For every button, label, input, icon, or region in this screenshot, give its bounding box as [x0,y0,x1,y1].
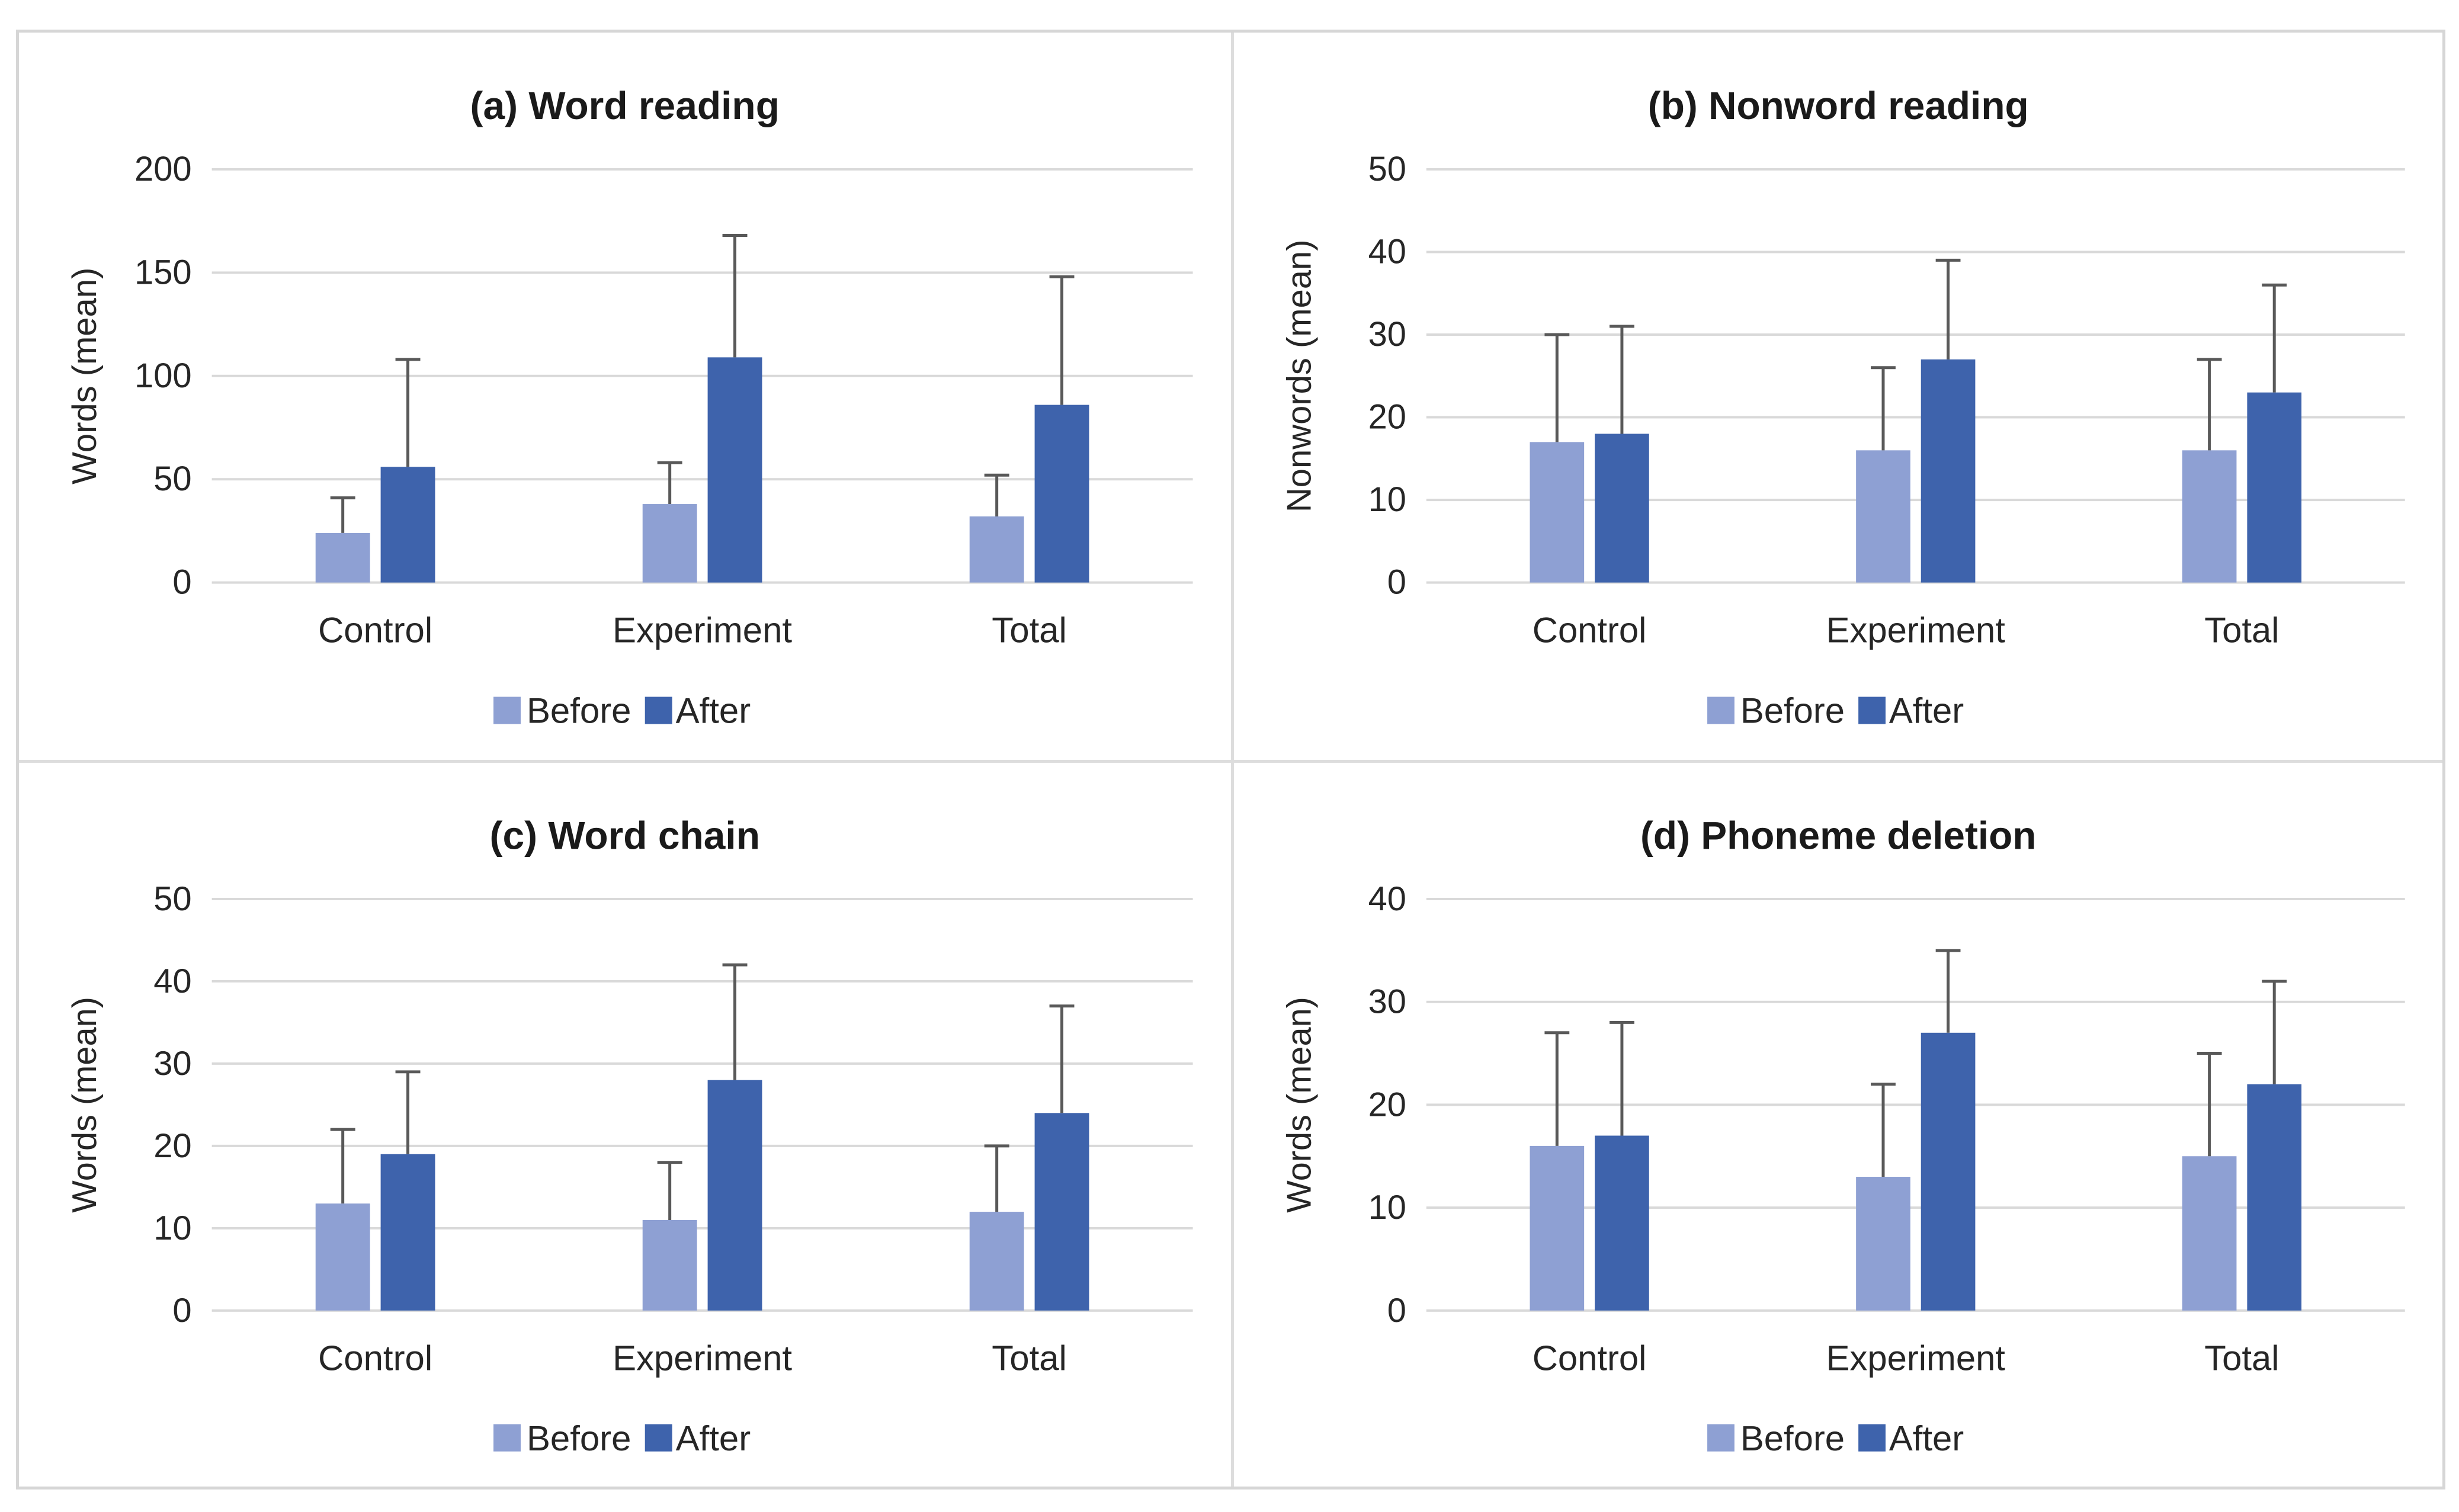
y-axis-label: Words (mean) [1280,997,1318,1213]
y-axis-label: Words (mean) [66,997,104,1213]
chart-svg-a: (a) Word reading 0 50 100 150 200 Words (mean)… [66,84,1193,731]
legend-label-before: Before [1740,691,1844,730]
bar-before-control [1529,442,1584,583]
y-tick-label: 30 [1368,983,1406,1020]
bar-before-control [315,532,370,583]
bar-after-control [380,467,435,583]
legend-swatch-after [645,696,672,724]
legend-label-after: After [1889,691,1963,730]
x-category-label-total: Total [2204,610,2279,650]
x-category-label-control: Control [318,611,432,650]
y-axis-label: Nonwords (mean) [1280,239,1318,512]
bar-before-experiment [1855,1176,1910,1311]
x-category-label-total: Total [992,611,1067,650]
legend-label-after: After [1889,1418,1963,1458]
chart-panel-b: (b) Nonword reading 0 10 20 30 40 50 Nonwords (… [1230,33,2442,760]
y-tick-label: 30 [153,1044,191,1082]
bar-before-control [315,1203,370,1311]
legend-swatch-after [1858,1424,1886,1452]
y-tick-label: 200 [134,150,192,188]
y-tick-label: 40 [1368,233,1406,271]
y-tick-label: 50 [153,460,191,498]
legend-label-after: After [676,1418,751,1458]
y-tick-label: 50 [1368,150,1406,188]
bar-after-control [1594,1135,1649,1311]
y-tick-label: 0 [1387,564,1406,602]
bar-after-experiment [1921,359,1975,583]
chart-title-a: (a) Word reading [470,84,780,127]
bar-before-total [2182,1155,2236,1311]
x-category-label-experiment: Experiment [613,611,792,650]
chart-svg-c: (c) Word chain 0 10 20 30 40 50 Words (mean) Con… [66,813,1193,1458]
bar-before-control [1529,1145,1584,1311]
legend-swatch-before [1707,696,1735,724]
y-tick-label: 10 [153,1209,191,1247]
chart-title-b: (b) Nonword reading [1647,84,2028,127]
legend-label-before: Before [527,1418,631,1458]
y-tick-label: 150 [134,253,192,291]
x-category-label-experiment: Experiment [613,1338,792,1378]
chart-svg-d: (d) Phoneme deletion 0 10 20 30 40 Words (mean… [1280,813,2405,1458]
bar-after-experiment [1921,1032,1975,1311]
y-tick-label: 50 [153,880,191,918]
y-tick-label: 30 [1368,316,1406,354]
x-category-label-total: Total [2204,1338,2279,1378]
legend-swatch-after [645,1424,672,1452]
bar-after-total [2246,392,2301,583]
chart-panel-d: (d) Phoneme deletion 0 10 20 30 40 Words (mean… [1230,759,2442,1487]
bar-before-total [2182,450,2236,583]
chart-title-c: (c) Word chain [490,813,760,857]
bar-after-control [1594,434,1649,583]
x-category-label-experiment: Experiment [1826,610,2005,650]
y-tick-label: 40 [153,962,191,1000]
y-tick-label: 20 [153,1126,191,1164]
bar-before-total [969,1211,1024,1311]
y-tick-label: 40 [1368,879,1406,917]
bar-before-experiment [642,1219,697,1311]
legend-label-before: Before [527,691,631,731]
bar-after-experiment [707,1080,762,1311]
y-tick-label: 0 [172,1291,191,1329]
legend-swatch-after [1858,696,1886,724]
bar-after-total [1034,405,1089,583]
chart-panel-c: (c) Word chain 0 10 20 30 40 50 Words (mean) Con… [19,759,1231,1487]
y-tick-label: 20 [1368,398,1406,436]
x-category-label-control: Control [318,1338,432,1378]
y-tick-label: 0 [172,564,191,602]
x-category-label-experiment: Experiment [1826,1338,2005,1378]
legend-swatch-before [493,1424,521,1452]
chart-panel-a: (a) Word reading 0 50 100 150 200 Words (mean)… [19,33,1231,760]
legend-swatch-before [493,696,521,724]
x-category-label-control: Control [1532,610,1646,650]
y-tick-label: 100 [134,357,192,395]
chart-svg-b: (b) Nonword reading 0 10 20 30 40 50 Nonwords (… [1280,84,2405,731]
legend-label-after: After [676,691,751,731]
bar-before-total [969,516,1024,583]
x-category-label-total: Total [992,1338,1067,1378]
figure-frame: (a) Word reading 0 50 100 150 200 Words (mean)… [16,30,2445,1489]
y-tick-label: 10 [1368,481,1406,519]
y-axis-label: Words (mean) [66,268,104,484]
bar-after-total [2246,1084,2301,1311]
x-category-label-control: Control [1532,1338,1646,1378]
chart-title-d: (d) Phoneme deletion [1640,813,2036,857]
legend-label-before: Before [1740,1418,1844,1458]
bar-before-experiment [1855,450,1910,583]
bar-after-experiment [707,357,762,583]
legend-swatch-before [1707,1424,1735,1452]
bar-before-experiment [642,504,697,583]
y-tick-label: 20 [1368,1086,1406,1123]
bar-after-total [1034,1112,1089,1311]
y-tick-label: 0 [1387,1291,1406,1329]
bar-after-control [380,1154,435,1311]
y-tick-label: 10 [1368,1189,1406,1227]
